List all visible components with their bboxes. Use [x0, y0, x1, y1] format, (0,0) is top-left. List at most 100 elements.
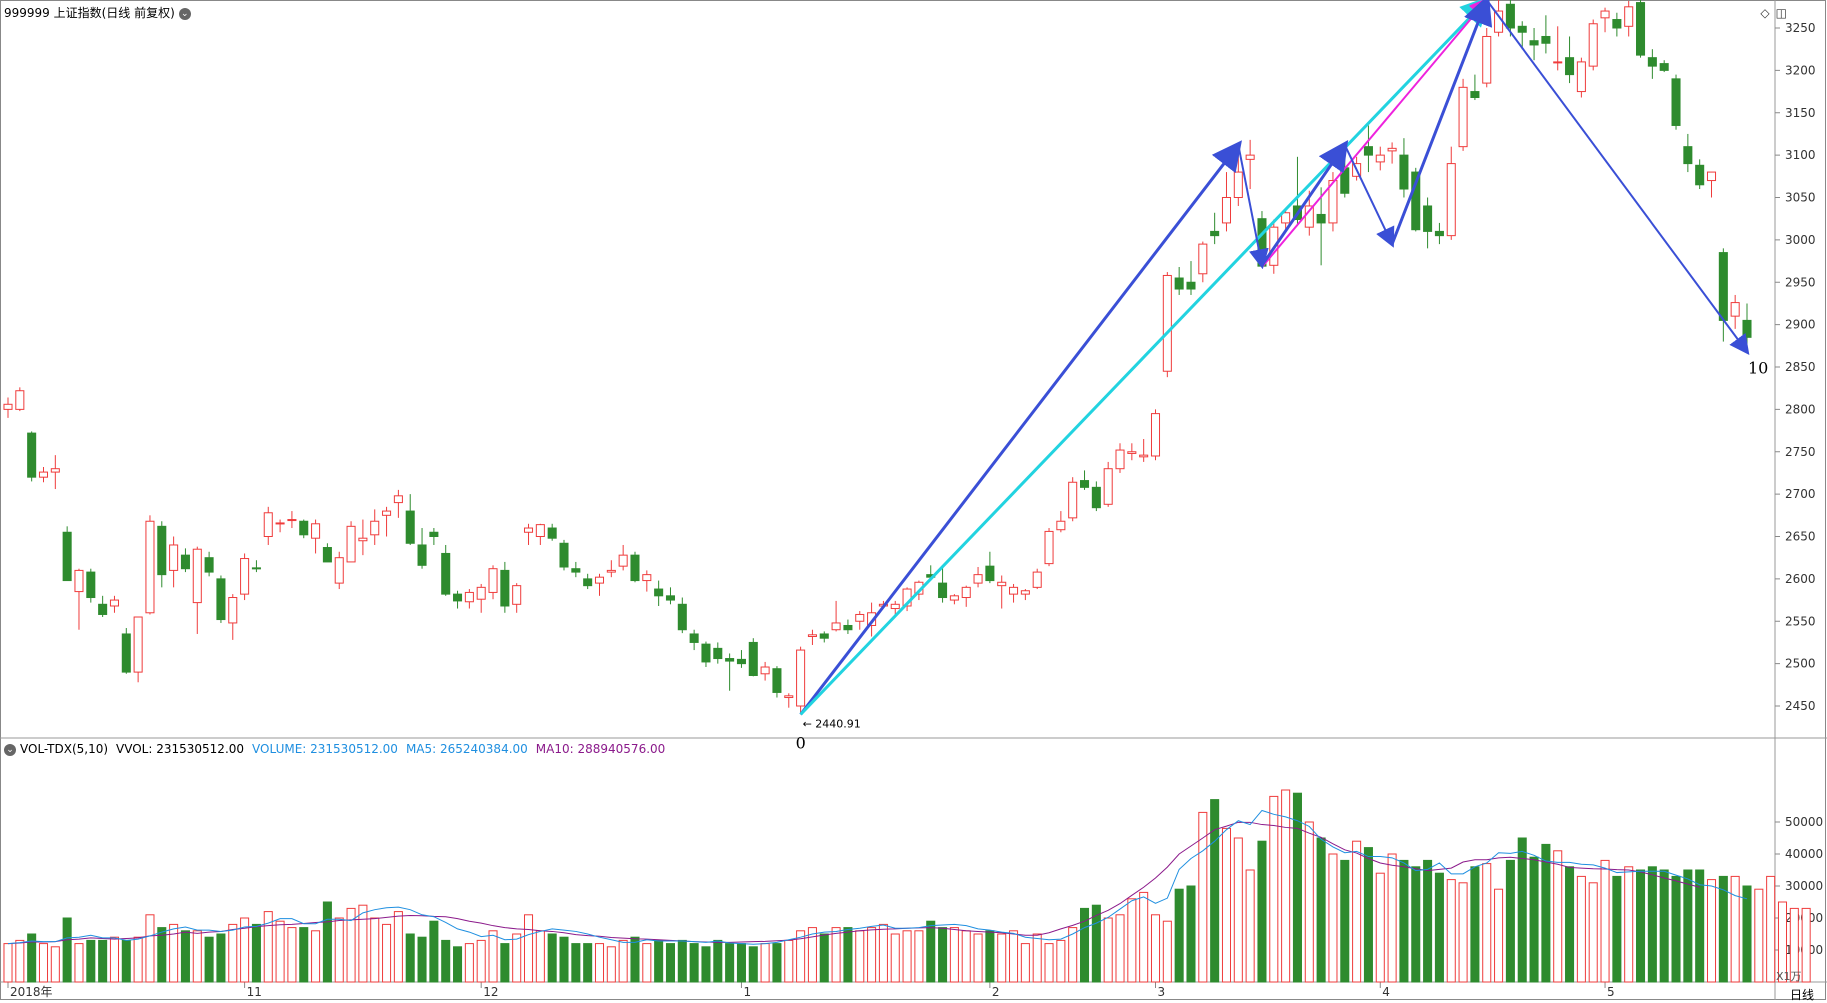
candle-body — [571, 568, 581, 573]
volume-bar — [1174, 888, 1184, 983]
volume-bar — [1411, 866, 1421, 983]
volume-bar — [287, 927, 297, 983]
trend-arrow-magenta — [1261, 0, 1490, 268]
price-tick-label: 3100 — [1785, 148, 1816, 162]
candle-body — [1174, 277, 1184, 290]
volume-bar — [464, 943, 474, 983]
candle-body — [1647, 57, 1657, 67]
candle-body — [1032, 571, 1042, 588]
date-tick-label: 11 — [247, 985, 262, 999]
volume-value: VOLUME: 231530512.00 — [252, 742, 398, 756]
candle-body — [1068, 481, 1078, 519]
candle-body — [1446, 163, 1456, 237]
volume-bar — [1363, 847, 1373, 983]
volume-bar — [1576, 875, 1586, 983]
ma10-value: MA10: 288940576.00 — [535, 742, 666, 756]
candle-body — [1281, 212, 1291, 224]
volume-bar — [665, 943, 675, 983]
candle-body — [1080, 480, 1090, 488]
price-tick-label: 2550 — [1785, 614, 1816, 628]
volume-bar — [1683, 869, 1693, 983]
volume-bar — [1304, 821, 1314, 983]
volume-bar — [1434, 872, 1444, 983]
volume-bar — [985, 930, 995, 983]
indicator-menu-icon[interactable]: ⌄ — [4, 743, 16, 756]
volume-bar — [275, 920, 285, 983]
volume-bar — [15, 939, 25, 983]
volume-bar — [1541, 843, 1551, 983]
diamond-icon[interactable]: ◇ — [1760, 6, 1770, 20]
volume-bar — [689, 943, 699, 983]
vol-indicator-name[interactable]: VOL-TDX(5,10) — [20, 742, 109, 756]
candle-body — [1127, 451, 1137, 454]
volume-bar — [1517, 837, 1527, 983]
volume-bar — [453, 946, 463, 983]
candle-body — [228, 597, 238, 624]
price-tick-label: 2450 — [1785, 699, 1816, 713]
period-label[interactable]: 日线 — [1790, 988, 1815, 1002]
trend-arrow-cyan — [799, 0, 1491, 716]
volume-bar — [523, 914, 534, 983]
candle-body — [535, 524, 545, 538]
candle-body — [287, 519, 297, 522]
price-tick-label: 2600 — [1785, 572, 1816, 586]
candle-body — [1009, 586, 1019, 595]
volume-bar — [583, 943, 593, 983]
volume-bar — [1482, 863, 1492, 983]
candle-body — [1221, 197, 1232, 224]
volume-bar — [216, 933, 226, 983]
wave-arrow — [1390, 0, 1493, 245]
volume-bar — [1032, 933, 1042, 983]
wave-arrow — [1343, 144, 1395, 248]
candle-body — [961, 586, 971, 599]
candle-body — [1683, 146, 1693, 165]
candle-body — [429, 531, 439, 538]
candle-body — [1423, 205, 1433, 232]
candle-body — [1245, 154, 1255, 160]
candle-body — [819, 633, 829, 639]
volume-bar — [1186, 885, 1196, 983]
volume-bar — [512, 933, 522, 983]
volume-bar — [204, 936, 214, 983]
volume-bar — [500, 943, 510, 983]
volume-bar — [1766, 875, 1776, 983]
candle-body — [1612, 19, 1622, 29]
price-tick-label: 2950 — [1785, 275, 1816, 289]
volume-tick-label: 50000 — [1785, 815, 1823, 829]
wave-arrow — [1260, 140, 1349, 267]
volume-bar — [488, 930, 498, 983]
candle-body — [559, 542, 569, 568]
chart-title[interactable]: 999999 上证指数(日线 前复权) ⌄ — [4, 4, 191, 21]
chevron-down-icon[interactable]: ⌄ — [178, 7, 191, 20]
candle-body — [382, 510, 392, 516]
candle-body — [807, 634, 817, 638]
candle-body — [547, 527, 557, 539]
window-toggle-icon[interactable]: ◫ — [1775, 6, 1787, 20]
date-tick-label: 1 — [743, 985, 751, 999]
candle-body — [713, 647, 723, 660]
volume-bar — [1399, 859, 1409, 983]
volume-bar — [1233, 837, 1243, 983]
date-tick-label: 2018年 — [10, 985, 53, 999]
volume-bar — [807, 927, 817, 983]
candle-body — [1742, 319, 1752, 338]
candle-body — [855, 613, 865, 622]
candle-body — [1162, 274, 1172, 372]
candle-body — [997, 581, 1007, 587]
volume-bar — [1553, 850, 1563, 983]
candle-body — [50, 468, 60, 473]
wave-arrow — [1237, 144, 1269, 270]
volume-bar — [677, 939, 687, 983]
volume-header: ⌄ VOL-TDX(5,10) VVOL: 231530512.00 VOLUME: … — [4, 742, 673, 756]
volume-bar — [1198, 811, 1208, 983]
candle-body — [1730, 302, 1740, 317]
volume-bar — [736, 943, 746, 983]
candle-body — [275, 522, 285, 525]
candle-body — [322, 547, 332, 563]
candle-body — [3, 403, 13, 410]
volume-bar — [1009, 930, 1019, 983]
candle-body — [1304, 205, 1314, 228]
volume-bar — [346, 907, 356, 983]
volume-bar — [725, 943, 735, 983]
